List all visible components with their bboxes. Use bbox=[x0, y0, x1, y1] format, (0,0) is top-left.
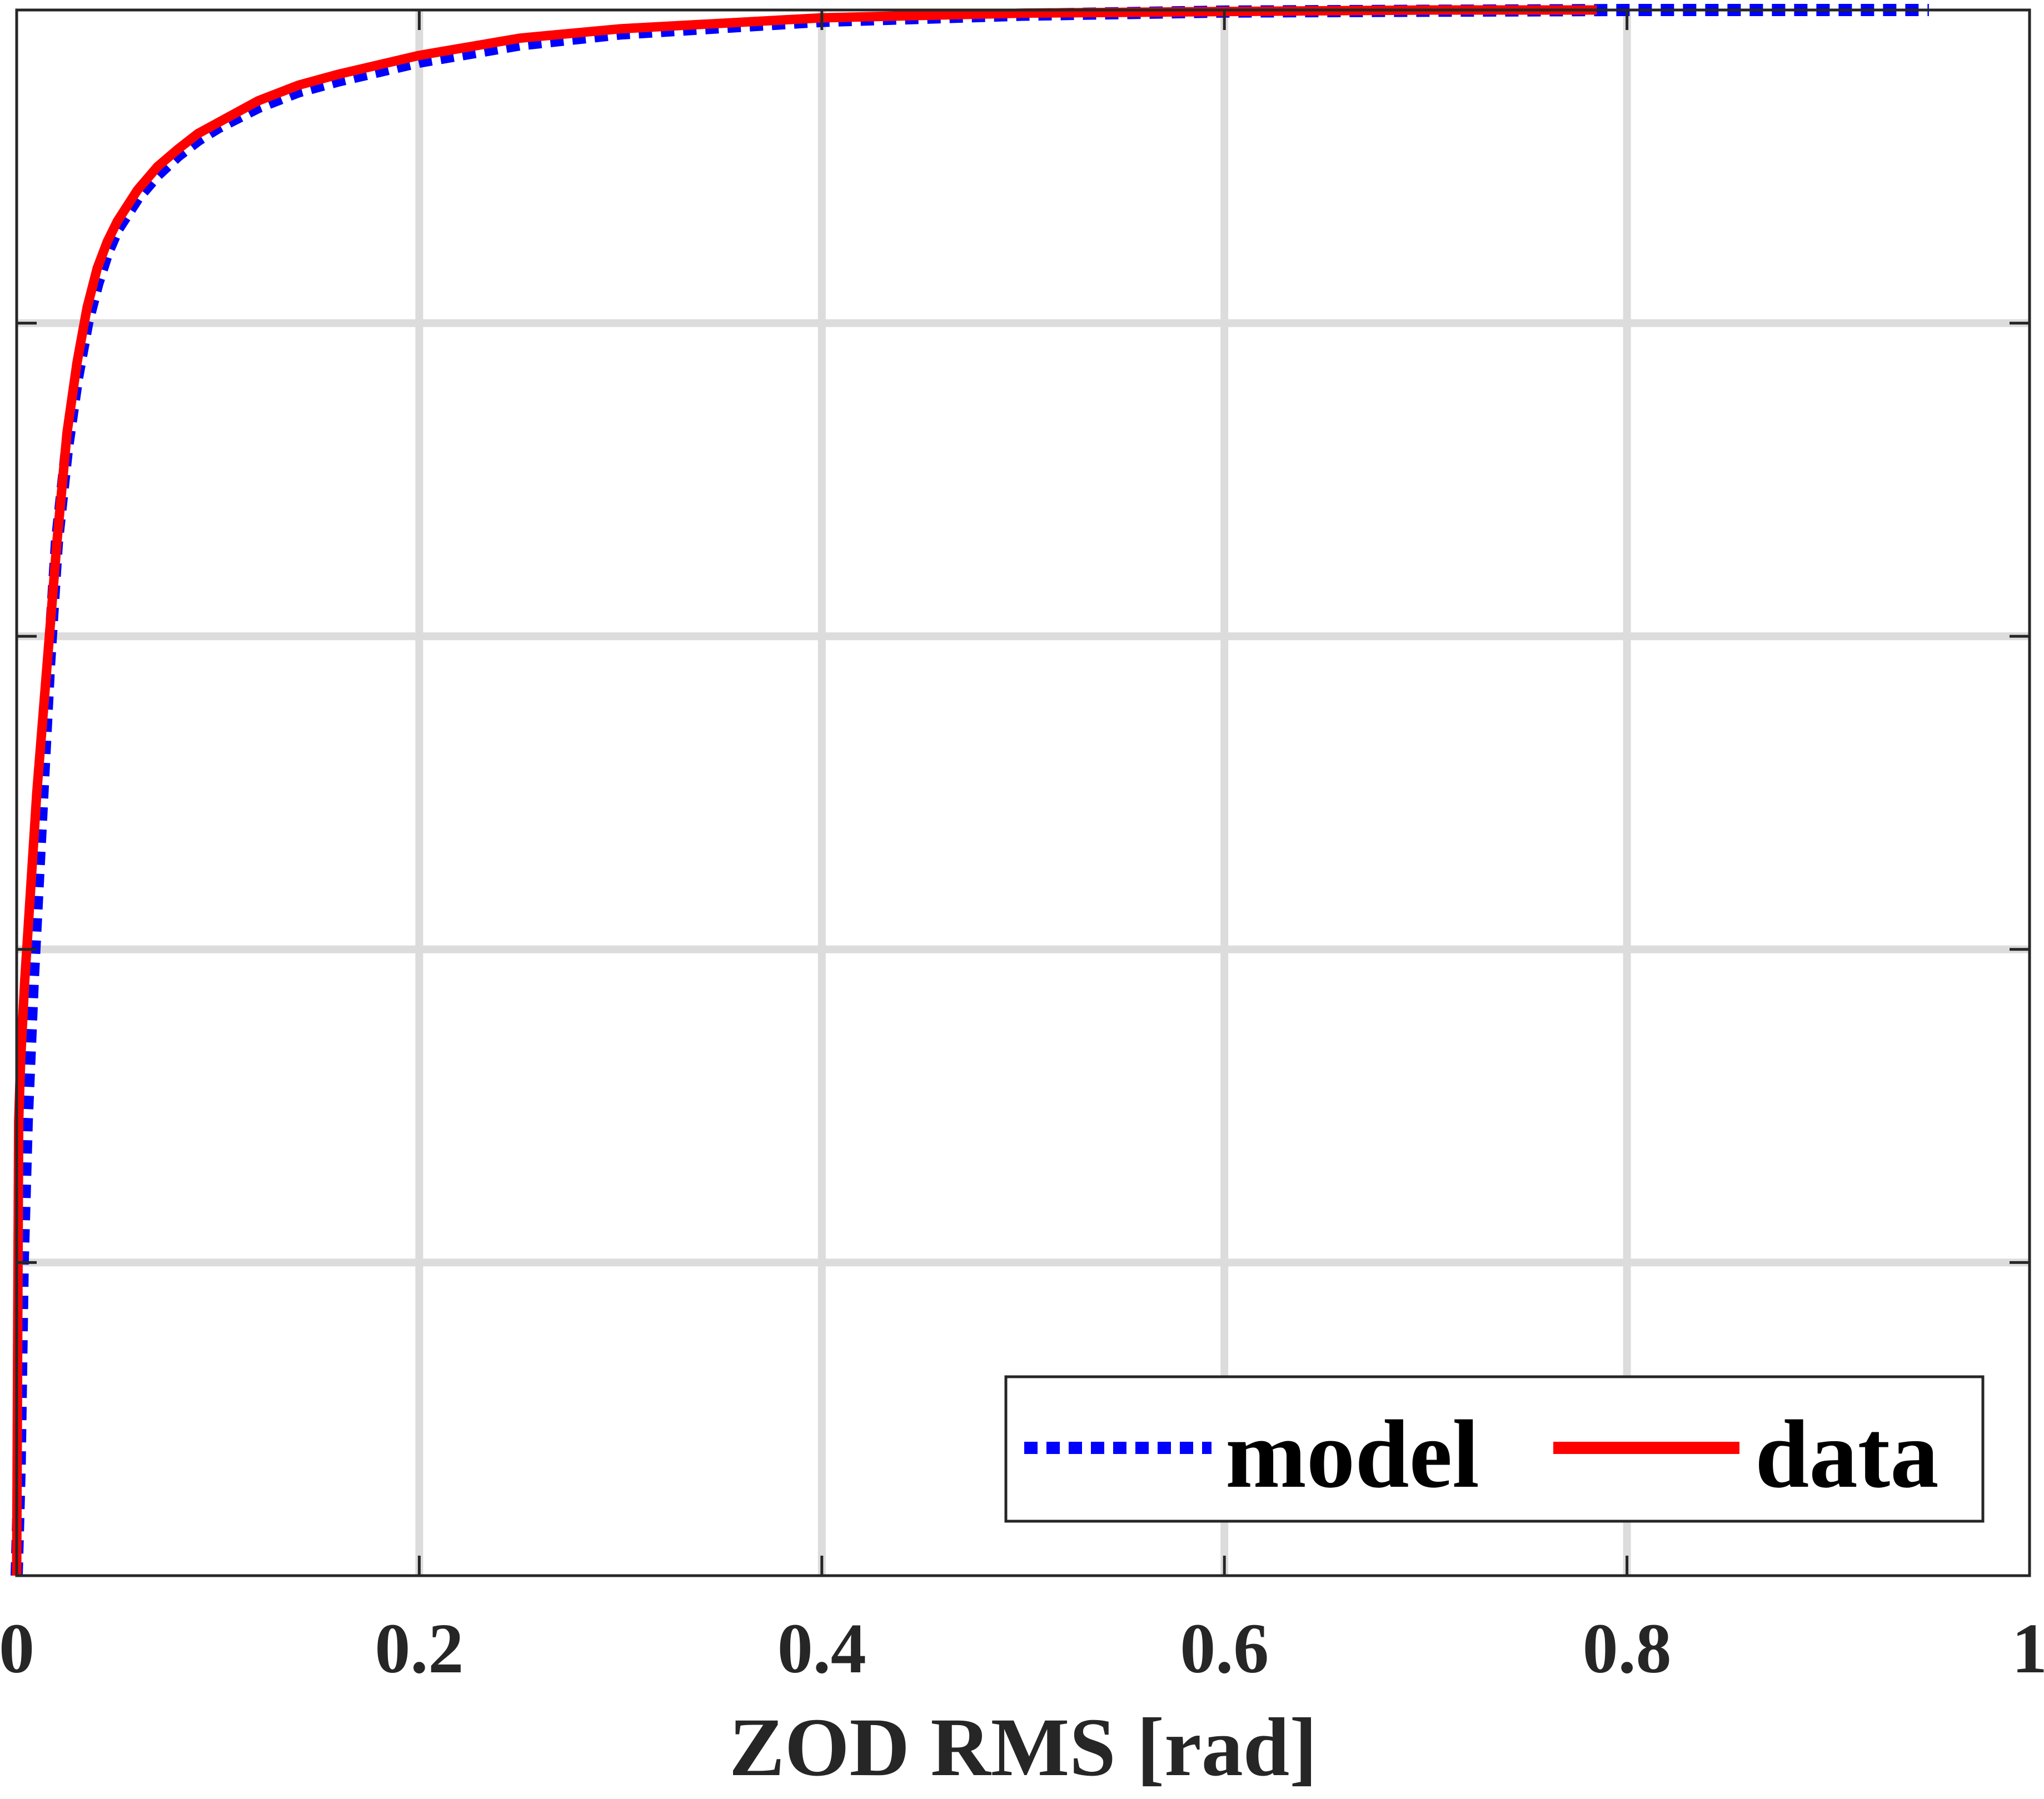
plot-frame bbox=[15, 8, 2031, 1577]
legend: model data bbox=[1004, 1375, 1985, 1523]
x-tick-label-2: 0.4 bbox=[777, 1609, 866, 1688]
grid-lines bbox=[17, 10, 2030, 1576]
legend-model-label: model bbox=[1225, 1400, 1479, 1508]
series-line-data bbox=[12, 5, 1597, 1576]
x-axis-label: ZOD RMS [rad] bbox=[729, 1701, 1317, 1793]
x-tick-label-4: 0.8 bbox=[1583, 1609, 1672, 1688]
x-tick-labels: 0 0.2 0.4 0.6 0.8 1 bbox=[0, 1609, 2044, 1688]
x-tick-label-0: 0 bbox=[0, 1609, 34, 1688]
x-tick-label-5: 1 bbox=[2012, 1609, 2044, 1688]
axis-ticks bbox=[15, 8, 2031, 1577]
x-tick-label-3: 0.6 bbox=[1180, 1609, 1269, 1688]
x-tick-label-1: 0.2 bbox=[375, 1609, 463, 1688]
plot-background bbox=[17, 10, 2030, 1576]
legend-data-label: data bbox=[1755, 1400, 1939, 1508]
